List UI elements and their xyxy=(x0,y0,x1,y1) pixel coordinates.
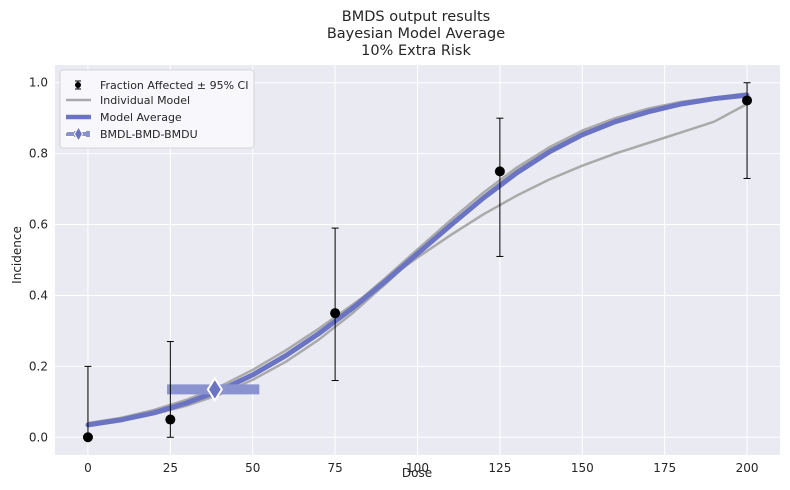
legend: Fraction Affected ± 95% CI Individual Mo… xyxy=(59,69,255,149)
bmd-marker xyxy=(206,376,224,403)
legend-marker-bmd xyxy=(65,125,92,143)
y-tick-label: 0.0 xyxy=(29,430,48,444)
y-axis-label: Incidence xyxy=(10,226,24,284)
x-tick-label: 125 xyxy=(488,461,511,475)
chart-title-line-1: BMDS output results xyxy=(342,9,490,25)
data-point xyxy=(330,308,341,319)
legend-box xyxy=(59,69,255,149)
y-tick-label: 1.0 xyxy=(29,76,48,90)
x-tick-label: 150 xyxy=(571,461,594,475)
legend-label-model-average: Model Average xyxy=(100,111,182,124)
legend-label-bmd: BMDL-BMD-BMDU xyxy=(100,128,198,141)
tick-labels: 0 25 50 75 100 125 150 175 200 0.0 0.2 0.4 0.6 0.8 1.0 xyxy=(29,76,759,475)
y-tick-label: 0.2 xyxy=(29,359,48,373)
x-tick-label: 75 xyxy=(327,461,342,475)
x-tick-label: 50 xyxy=(245,461,260,475)
legend-label-individual-model: Individual Model xyxy=(100,94,190,107)
chart-title-line-3: 10% Extra Risk xyxy=(361,43,471,59)
x-axis-label: Dose xyxy=(402,466,432,480)
chart-title-line-2: Bayesian Model Average xyxy=(327,26,505,42)
data-point xyxy=(494,166,505,177)
y-tick-label: 0.6 xyxy=(29,218,48,232)
legend-label-observed: Fraction Affected ± 95% CI xyxy=(100,79,248,92)
data-point xyxy=(82,432,93,443)
series-layer xyxy=(82,82,753,443)
individual-model-line xyxy=(87,102,748,425)
x-tick-label: 175 xyxy=(653,461,676,475)
model-average-line xyxy=(85,92,750,428)
y-tick-label: 0.4 xyxy=(29,288,48,302)
x-tick-label: 25 xyxy=(163,461,178,475)
legend-marker-observed xyxy=(75,80,81,90)
y-tick-label: 0.8 xyxy=(29,147,48,161)
x-tick-label: 200 xyxy=(736,461,759,475)
x-tick-label: 0 xyxy=(84,461,92,475)
x-tick-label: 100 xyxy=(406,461,429,475)
data-point xyxy=(165,414,176,425)
data-point xyxy=(742,95,753,106)
